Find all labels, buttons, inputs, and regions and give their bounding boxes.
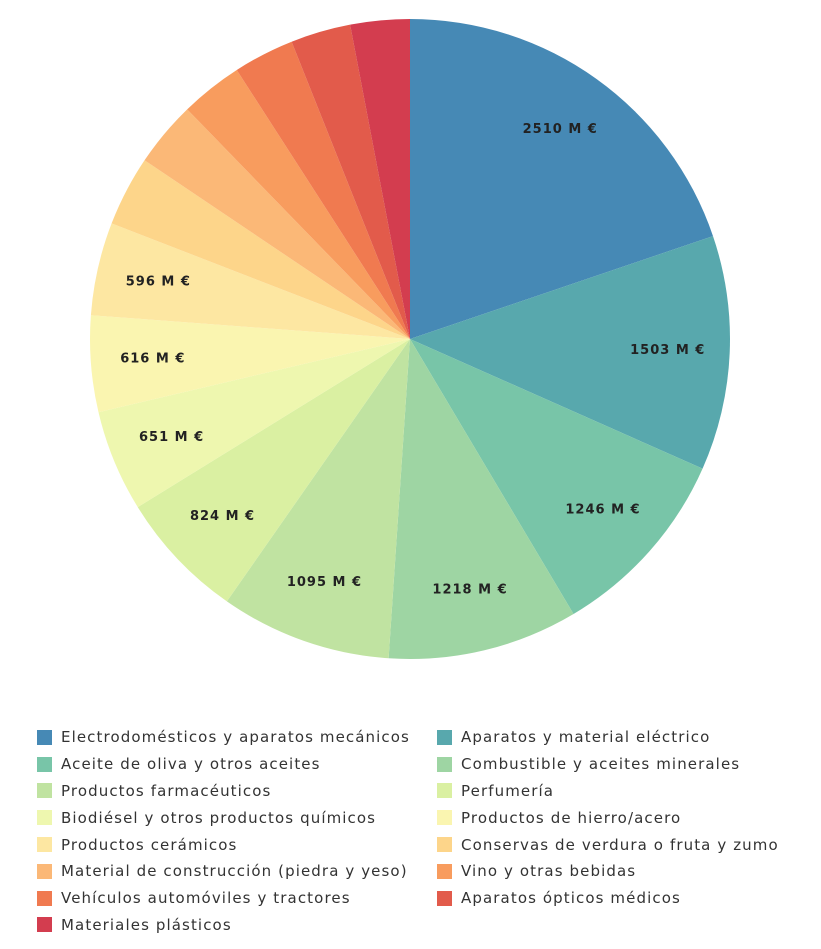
legend-swatch — [37, 863, 52, 879]
pie-slice[interactable] — [410, 236, 730, 469]
slice-data-label: 616 M € — [120, 352, 185, 367]
legend: Electrodomésticos y aparatos mecánicos Ap… — [37, 724, 807, 938]
slice-data-label: 824 M € — [190, 509, 255, 524]
legend-label: Combustible y aceites minerales — [461, 755, 741, 774]
legend-swatch — [437, 810, 452, 826]
legend-item[interactable]: Productos cerámicos — [37, 831, 437, 858]
legend-item[interactable]: Conservas de verdura o fruta y zumo — [437, 831, 807, 858]
legend-swatch — [37, 783, 52, 799]
pie-data-labels: 2510 M € 1503 M € 1246 M € 1218 M € 1095 M €… — [120, 122, 705, 598]
legend-item[interactable]: Electrodomésticos y aparatos mecánicos — [37, 724, 437, 751]
legend-item[interactable]: Combustible y aceites minerales — [437, 751, 807, 778]
legend-label: Electrodomésticos y aparatos mecánicos — [61, 728, 410, 747]
legend-label: Vino y otras bebidas — [461, 862, 637, 881]
pie-slice[interactable] — [388, 339, 574, 660]
legend-swatch — [37, 837, 52, 853]
pie-slice[interactable] — [144, 109, 410, 340]
legend-item[interactable]: Aparatos ópticos médicos — [437, 885, 807, 912]
legend-swatch — [37, 917, 52, 933]
legend-swatch — [37, 729, 52, 745]
legend-item[interactable]: Vino y otras bebidas — [437, 858, 807, 885]
legend-label: Productos farmacéuticos — [61, 781, 272, 800]
slice-data-label: 1218 M € — [432, 582, 507, 597]
legend-swatch — [437, 890, 452, 906]
legend-swatch — [437, 756, 452, 772]
legend-item[interactable]: Material de construcción (piedra y yeso) — [37, 858, 437, 885]
legend-label: Aparatos ópticos médicos — [461, 889, 681, 908]
legend-label: Material de construcción (piedra y yeso) — [61, 862, 408, 881]
legend-item[interactable]: Perfumería — [437, 778, 807, 805]
pie-slice[interactable] — [137, 339, 410, 602]
legend-item[interactable]: Aparatos y material eléctrico — [437, 724, 807, 751]
legend-label: Perfumería — [461, 781, 555, 800]
legend-label: Aceite de oliva y otros aceites — [61, 755, 321, 774]
slice-data-label: 1246 M € — [565, 503, 640, 518]
legend-swatch — [37, 810, 52, 826]
legend-item[interactable]: Aceite de oliva y otros aceites — [37, 751, 437, 778]
legend-item[interactable]: Productos de hierro/acero — [437, 804, 807, 831]
slice-data-label: 1095 M € — [287, 575, 362, 590]
legend-label: Aparatos y material eléctrico — [461, 728, 711, 747]
legend-label: Conservas de verdura o fruta y zumo — [461, 835, 779, 854]
slice-data-label: 2510 M € — [523, 122, 598, 137]
legend-label: Productos de hierro/acero — [461, 808, 682, 827]
slice-data-label: 651 M € — [139, 430, 204, 445]
pie-slice[interactable] — [111, 160, 411, 339]
legend-swatch — [437, 783, 452, 799]
pie-slice[interactable] — [90, 315, 410, 413]
legend-label: Vehículos automóviles y tractores — [61, 889, 351, 908]
legend-label: Materiales plásticos — [61, 915, 232, 934]
pie-chart: 2510 M € 1503 M € 1246 M € 1218 M € 1095 M €… — [90, 19, 730, 660]
legend-label: Productos cerámicos — [61, 835, 238, 854]
legend-swatch — [437, 863, 452, 879]
pie-slice[interactable] — [236, 41, 410, 339]
pie-slice[interactable] — [90, 223, 410, 339]
legend-item[interactable]: Materiales plásticos — [37, 912, 437, 939]
legend-swatch — [37, 756, 52, 772]
legend-item[interactable]: Vehículos automóviles y tractores — [37, 885, 437, 912]
pie-slice[interactable] — [226, 339, 410, 659]
legend-item[interactable]: Biodiésel y otros productos químicos — [37, 804, 437, 831]
pie-slice[interactable] — [410, 339, 703, 615]
legend-label: Biodiésel y otros productos químicos — [61, 808, 377, 827]
legend-swatch — [437, 837, 452, 853]
legend-swatch — [437, 729, 452, 745]
pie-slice[interactable] — [410, 19, 713, 339]
slice-data-label: 596 M € — [126, 275, 191, 290]
legend-item[interactable]: Productos farmacéuticos — [37, 778, 437, 805]
pie-slice[interactable] — [291, 24, 410, 339]
pie-slice[interactable] — [98, 339, 410, 508]
pie-slice[interactable] — [187, 69, 410, 340]
pie-slice[interactable] — [350, 19, 410, 339]
pie-slices — [90, 19, 730, 660]
legend-swatch — [37, 890, 52, 906]
slice-data-label: 1503 M € — [630, 343, 705, 358]
